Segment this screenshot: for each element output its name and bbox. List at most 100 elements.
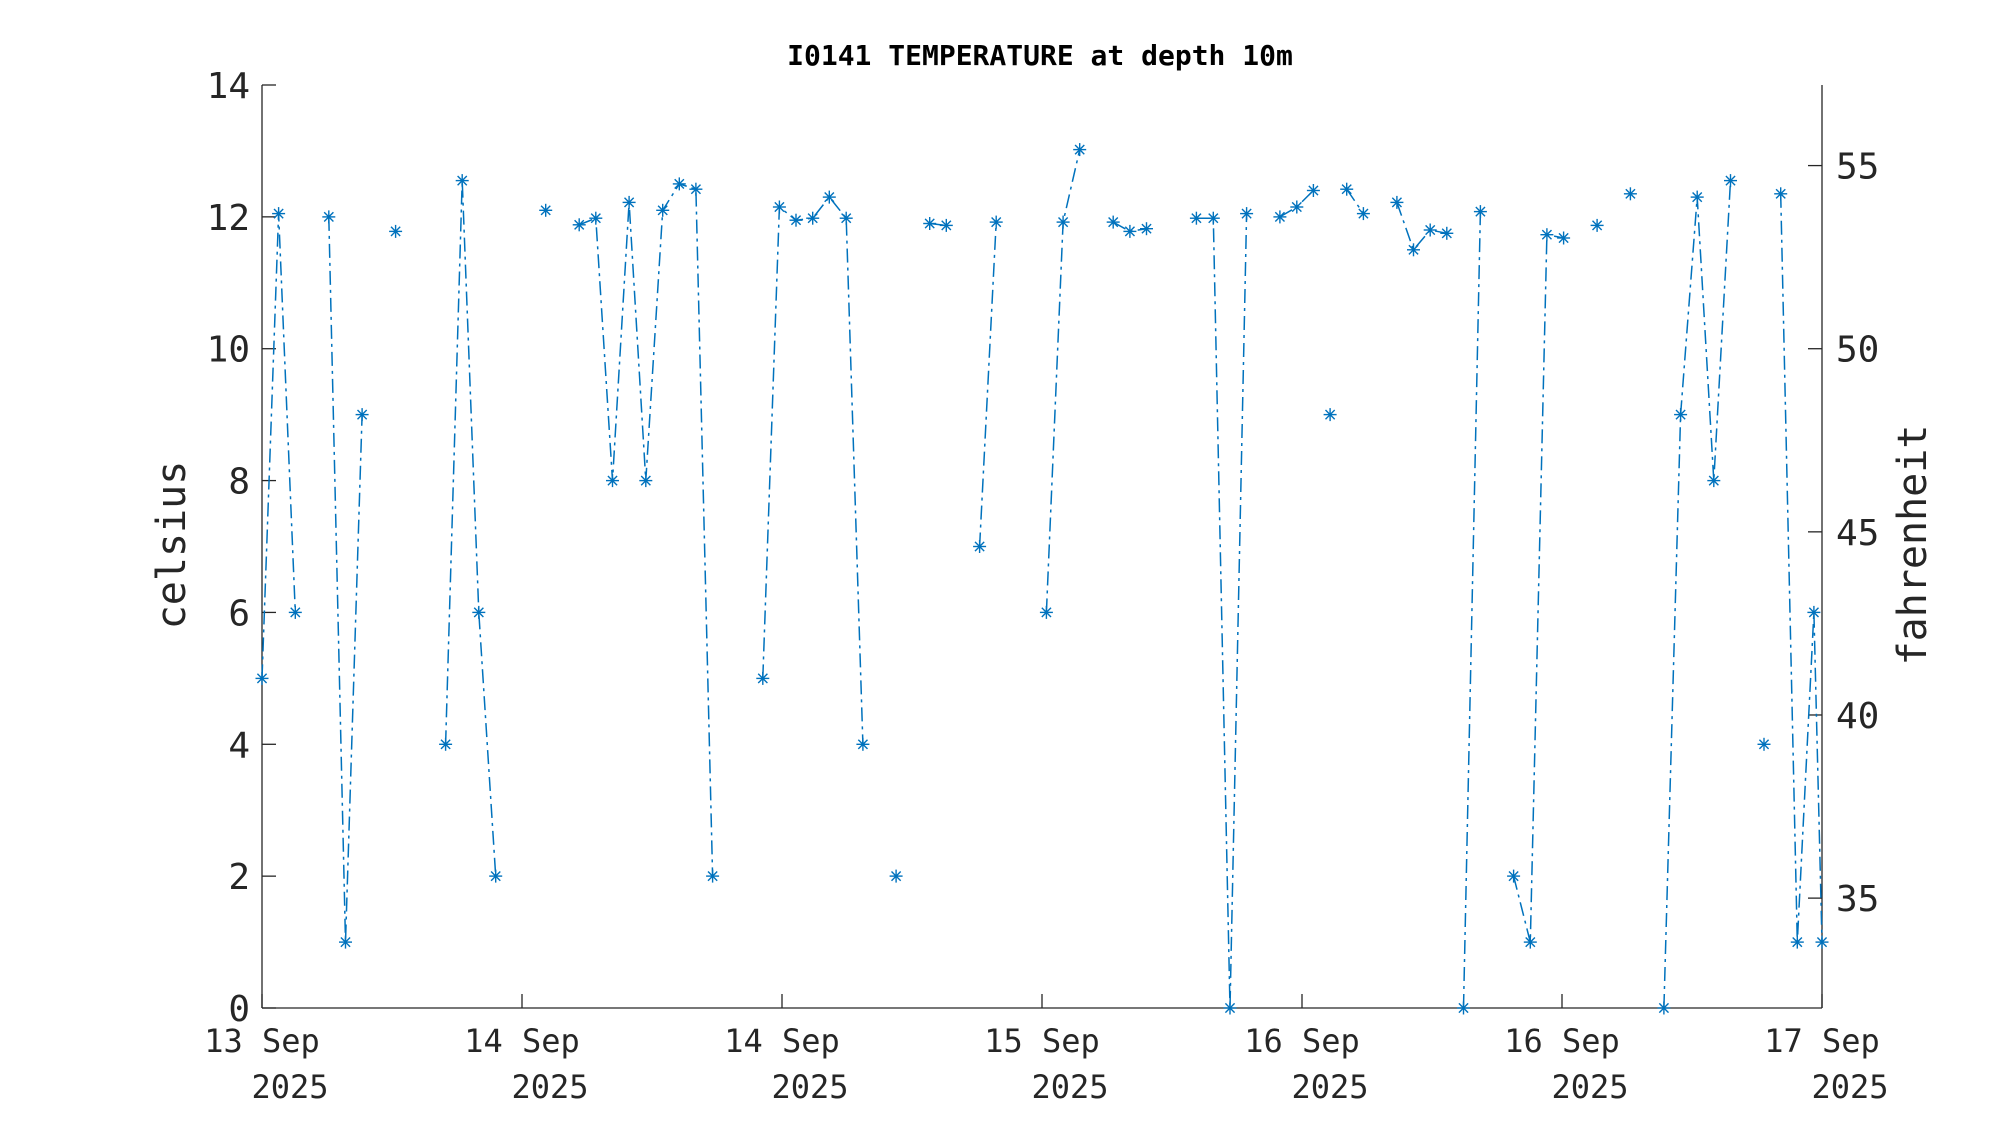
- left-tick-label: 0: [228, 989, 250, 1030]
- data-point-marker: [889, 869, 903, 883]
- data-point-marker: [1056, 215, 1070, 229]
- data-point-marker: [1790, 935, 1804, 949]
- data-point-marker: [1590, 218, 1604, 232]
- data-point-marker: [1306, 184, 1320, 197]
- y-axis-label-fahrenheit: fahrenheit: [1890, 425, 1936, 666]
- series-line-segment: [1396, 202, 1447, 252]
- series-line-segment: [1196, 213, 1248, 1009]
- data-point-marker: [589, 211, 603, 225]
- data-point-marker: [1039, 605, 1053, 619]
- right-tick-label: 50: [1836, 330, 1879, 371]
- x-tick-label-date: 14 Sep: [724, 1022, 840, 1060]
- data-point-marker: [1674, 408, 1688, 422]
- left-tick-label: 4: [228, 725, 250, 766]
- data-point-marker: [472, 605, 486, 619]
- data-point-marker: [455, 174, 469, 188]
- data-point-marker: [1815, 935, 1829, 949]
- series-line-segment: [762, 195, 864, 745]
- data-point-marker: [389, 224, 403, 238]
- left-tick-label: 14: [207, 66, 250, 107]
- data-point-marker: [322, 210, 336, 224]
- y-axis-label-celsius: celsius: [149, 461, 195, 630]
- data-point-marker: [1423, 223, 1437, 237]
- data-point-marker: [1189, 211, 1203, 225]
- left-tick-label: 10: [207, 330, 250, 371]
- data-point-marker: [1123, 224, 1137, 238]
- data-point-marker: [973, 540, 987, 553]
- right-tick-label: 55: [1836, 147, 1879, 188]
- data-point-marker: [1223, 1001, 1237, 1015]
- x-tick-label-date: 15 Sep: [984, 1022, 1100, 1060]
- series-line-segment: [578, 183, 714, 877]
- data-point-marker: [355, 408, 369, 422]
- left-tick-label: 8: [228, 462, 250, 503]
- right-tick-label: 40: [1836, 696, 1879, 737]
- data-point-marker: [1540, 228, 1554, 242]
- data-point-marker: [1457, 1001, 1470, 1015]
- chart-title: I0141 TEMPERATURE at depth 10m: [787, 39, 1293, 72]
- data-point-marker: [1290, 200, 1304, 214]
- data-point-marker: [1757, 737, 1771, 751]
- right-tick-label: 35: [1836, 879, 1879, 920]
- data-point-marker: [1507, 869, 1521, 883]
- series-line-segment: [1779, 193, 1823, 943]
- data-point-marker: [1807, 605, 1821, 619]
- data-point-marker: [539, 203, 553, 217]
- data-point-marker: [1340, 182, 1354, 196]
- series-line-segment: [261, 213, 297, 679]
- data-point-marker: [939, 218, 953, 232]
- left-tick-label: 2: [228, 857, 250, 898]
- x-tick-label-year: 2025: [1291, 1068, 1368, 1106]
- data-point-marker: [1206, 211, 1220, 225]
- series-line-segment: [444, 180, 497, 877]
- data-point-marker: [639, 474, 653, 488]
- data-point-marker: [1106, 215, 1120, 229]
- data-point-marker: [288, 605, 302, 619]
- series-line-segment: [1512, 233, 1564, 943]
- data-point-marker: [622, 195, 636, 209]
- series-line-segment: [328, 216, 363, 943]
- data-point-marker: [1073, 143, 1087, 157]
- x-tick-label-year: 2025: [511, 1068, 588, 1106]
- data-point-marker: [1657, 1001, 1671, 1015]
- data-point-marker: [1390, 195, 1404, 209]
- data-point-marker: [806, 211, 820, 225]
- temperature-markers: [255, 143, 1829, 1015]
- data-point-marker: [656, 203, 670, 217]
- data-point-marker: [672, 177, 686, 191]
- x-tick-label-date: 17 Sep: [1764, 1022, 1880, 1060]
- data-point-marker: [439, 737, 453, 751]
- data-point-marker: [772, 200, 786, 214]
- x-tick-label-date: 13 Sep: [204, 1022, 320, 1060]
- x-tick-label-year: 2025: [771, 1068, 848, 1106]
- right-y-ticks: 35 40 45 50 55: [1808, 147, 1879, 920]
- left-tick-label: 6: [228, 593, 250, 634]
- data-point-marker: [1523, 935, 1537, 949]
- data-point-marker: [606, 474, 619, 488]
- series-line-segment: [1462, 211, 1482, 1009]
- x-tick-label-year: 2025: [251, 1068, 328, 1106]
- data-point-marker: [1707, 474, 1721, 488]
- x-ticks: 13 Sep 2025 14 Sep 2025 14 Sep 2025 15 Sep 2025…: [204, 994, 1889, 1106]
- x-tick-label-date: 14 Sep: [464, 1022, 580, 1060]
- data-point-marker: [489, 869, 503, 883]
- data-point-marker: [1440, 226, 1454, 240]
- data-point-marker: [1724, 174, 1737, 188]
- data-point-marker: [272, 207, 286, 221]
- left-tick-label: 12: [207, 198, 250, 239]
- series-line-segment: [1663, 180, 1732, 1009]
- data-point-marker: [1140, 222, 1153, 236]
- data-point-marker: [1557, 231, 1571, 245]
- x-tick-label-date: 16 Sep: [1504, 1022, 1620, 1060]
- data-point-marker: [1690, 190, 1704, 204]
- data-point-marker: [1240, 207, 1254, 221]
- data-point-marker: [1473, 205, 1487, 219]
- data-point-marker: [856, 737, 870, 751]
- series-line-segment: [978, 222, 997, 547]
- x-tick-label-year: 2025: [1031, 1068, 1108, 1106]
- data-point-marker: [339, 935, 352, 949]
- data-point-marker: [923, 217, 937, 230]
- data-point-marker: [822, 190, 836, 204]
- data-point-marker: [255, 671, 269, 685]
